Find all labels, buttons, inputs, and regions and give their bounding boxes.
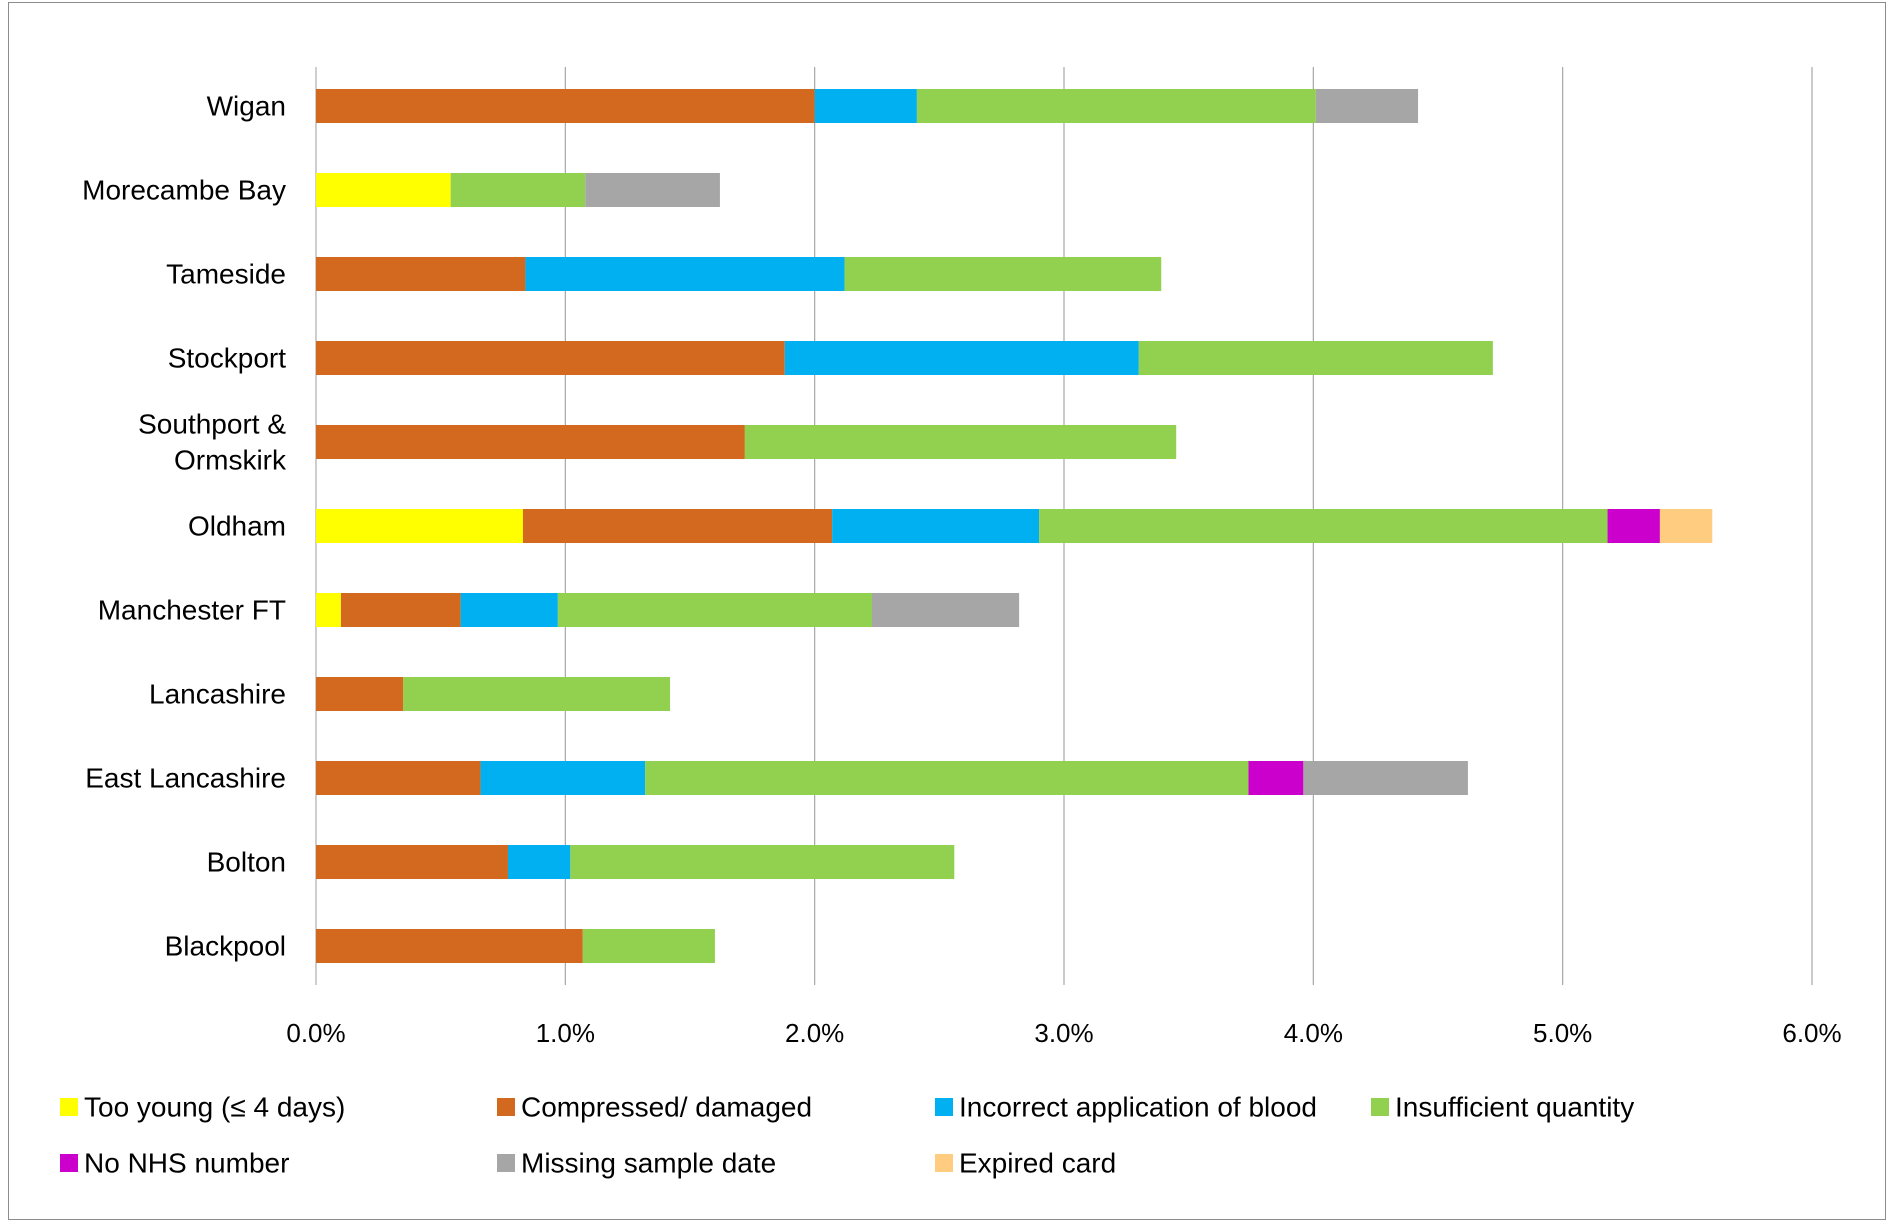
bar-segment [316,257,526,291]
bar-segment [522,509,833,543]
legend-label: Too young (≤ 4 days) [84,1092,345,1123]
bar-segment [1039,509,1608,543]
bar-segment [570,845,955,879]
bar-segment [316,425,745,459]
bar-segment [814,89,917,123]
x-tick-label: 6.0% [1782,1018,1841,1048]
category-label: Stockport [168,343,286,374]
x-tick-label: 1.0% [536,1018,595,1048]
category-label: Lancashire [149,679,286,710]
bar-segment [316,341,785,375]
legend: Too young (≤ 4 days) Compressed/ damaged I… [60,1092,1634,1179]
bar-segment [1248,761,1304,795]
legend-label: Expired card [959,1148,1116,1179]
bar-segment [832,509,1040,543]
legend-label: Missing sample date [521,1148,776,1179]
legend-label: No NHS number [84,1148,289,1179]
bar-segment [872,593,1020,627]
bar-segment [316,593,341,627]
bar-segment [1315,89,1419,123]
bar-segment [1659,509,1713,543]
bar-segment [316,173,451,207]
category-label: East Lancashire [85,763,286,794]
bar-segment [316,929,583,963]
legend-label: Incorrect application of blood [959,1092,1317,1123]
category-label: Southport & [138,409,286,440]
x-tick-labels: 0.0% 1.0% 2.0% 3.0% 4.0% 5.0% 6.0% [286,1018,1841,1048]
bar-segment [525,257,845,291]
legend-label: Insufficient quantity [1395,1092,1634,1123]
bar-segment [585,173,720,207]
category-label: Tameside [166,259,286,290]
bar-segment [316,509,523,543]
bar-segment [316,761,481,795]
bar-segment [316,89,815,123]
bars [316,89,1713,963]
category-label: Oldham [188,511,286,542]
x-tick-label: 2.0% [785,1018,844,1048]
category-label: Morecambe Bay [82,175,286,206]
legend-swatch [497,1098,515,1116]
bar-segment [744,425,1177,459]
stacked-bar-chart: Wigan Morecambe Bay Tameside Stockport South… [60,67,1842,1179]
bar-segment [450,173,586,207]
bar-segment [340,593,461,627]
x-tick-label: 0.0% [286,1018,345,1048]
bar-segment [507,845,571,879]
category-label: Ormskirk [174,445,287,476]
x-tick-label: 4.0% [1284,1018,1343,1048]
category-label: Blackpool [165,931,286,962]
bar-segment [316,845,508,879]
legend-swatch [935,1098,953,1116]
category-label: Manchester FT [98,595,286,626]
category-label: Wigan [207,91,286,122]
category-labels: Wigan Morecambe Bay Tameside Stockport South… [82,91,287,962]
bar-segment [1138,341,1493,375]
bar-segment [916,89,1316,123]
x-tick-label: 5.0% [1533,1018,1592,1048]
bar-segment [645,761,1249,795]
category-label: Bolton [207,847,286,878]
legend-swatch [935,1154,953,1172]
legend-label: Compressed/ damaged [521,1092,812,1123]
bar-segment [403,677,671,711]
chart-frame: Wigan Morecambe Bay Tameside Stockport South… [8,2,1886,1220]
bar-segment [784,341,1139,375]
bar-segment [1303,761,1468,795]
legend-swatch [60,1098,78,1116]
bar-segment [316,677,404,711]
bar-segment [480,761,646,795]
bar-segment [1607,509,1660,543]
x-tick-label: 3.0% [1034,1018,1093,1048]
bar-segment [844,257,1162,291]
bar-segment [557,593,873,627]
bar-segment [582,929,715,963]
legend-swatch [497,1154,515,1172]
legend-swatch [1371,1098,1389,1116]
bar-segment [460,593,558,627]
legend-swatch [60,1154,78,1172]
